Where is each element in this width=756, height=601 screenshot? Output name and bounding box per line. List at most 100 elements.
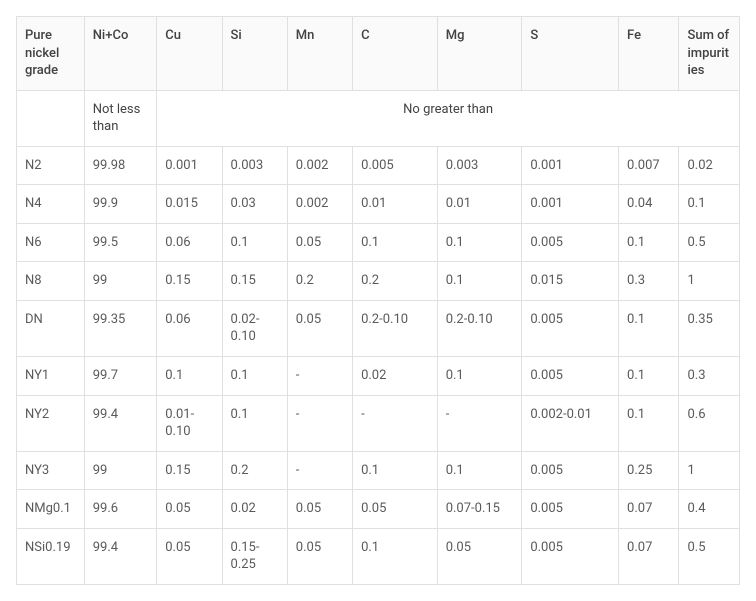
cell: N2 [17, 146, 85, 185]
table-row: N499.90.0150.030.0020.010.010.0010.040.1 [17, 185, 740, 224]
table-row: N699.50.060.10.050.10.10.0050.10.5 [17, 223, 740, 262]
cell: N4 [17, 185, 85, 224]
cell: 0.01 [437, 185, 522, 224]
cell: 99.9 [84, 185, 157, 224]
cell: 0.6 [679, 395, 740, 451]
cell: 0.2-0.10 [353, 300, 438, 356]
table-row: NMg0.199.60.050.020.050.050.07-0.150.005… [17, 490, 740, 529]
cell: 0.005 [522, 300, 619, 356]
cell: DN [17, 300, 85, 356]
cell: 0.1 [619, 395, 679, 451]
cell: 1 [679, 262, 740, 301]
cell: 0.005 [353, 146, 438, 185]
cell: 0.003 [222, 146, 287, 185]
col-header: Ni+Co [84, 17, 157, 91]
col-header: Si [222, 17, 287, 91]
col-header: Mn [287, 17, 352, 91]
cell: 0.02 [679, 146, 740, 185]
cell: 0.4 [679, 490, 740, 529]
cell: 0.3 [679, 357, 740, 396]
cell: 0.06 [157, 223, 222, 262]
cell: 0.007 [619, 146, 679, 185]
table-body: Not less than No greater than N299.980.0… [17, 90, 740, 584]
cell: - [287, 357, 352, 396]
table-row: NY199.70.10.1-0.020.10.0050.10.3 [17, 357, 740, 396]
table-head: Pure nickel grade Ni+Co Cu Si Mn C Mg S … [17, 17, 740, 91]
cell: 99.35 [84, 300, 157, 356]
cell: 0.001 [157, 146, 222, 185]
cell: 0.1 [157, 357, 222, 396]
cell: 0.15 [157, 451, 222, 490]
cell: 0.001 [522, 185, 619, 224]
cell-no-greater-than: No greater than [157, 90, 740, 146]
cell: 0.2-0.10 [437, 300, 522, 356]
cell: 0.1 [437, 357, 522, 396]
cell: 0.1 [619, 300, 679, 356]
cell: 0.02 [353, 357, 438, 396]
col-header: Fe [619, 17, 679, 91]
cell: 0.15 [222, 262, 287, 301]
cell: - [287, 395, 352, 451]
cell: 0.005 [522, 223, 619, 262]
cell: 0.1 [222, 223, 287, 262]
cell: 0.1 [619, 223, 679, 262]
cell: N6 [17, 223, 85, 262]
cell: 0.1 [437, 262, 522, 301]
cell: 0.1 [437, 223, 522, 262]
cell: 99 [84, 451, 157, 490]
cell: 0.005 [522, 451, 619, 490]
cell: 0.2 [222, 451, 287, 490]
col-header: Pure nickel grade [17, 17, 85, 91]
cell: 0.2 [353, 262, 438, 301]
cell: 99.7 [84, 357, 157, 396]
col-header: Sum of impurities [679, 17, 740, 91]
cell: N8 [17, 262, 85, 301]
cell: - [437, 395, 522, 451]
table-row: N8990.150.150.20.20.10.0150.31 [17, 262, 740, 301]
cell: 0.05 [287, 300, 352, 356]
cell: 0.1 [222, 395, 287, 451]
table-row: N299.980.0010.0030.0020.0050.0030.0010.0… [17, 146, 740, 185]
cell: 0.005 [522, 490, 619, 529]
cell: 99 [84, 262, 157, 301]
cell: 0.05 [287, 223, 352, 262]
cell: 0.04 [619, 185, 679, 224]
cell: 0.2 [287, 262, 352, 301]
cell: - [287, 451, 352, 490]
cell-empty [17, 90, 85, 146]
cell: 0.06 [157, 300, 222, 356]
cell: 0.02 [222, 490, 287, 529]
cell: 0.35 [679, 300, 740, 356]
cell: 0.002 [287, 146, 352, 185]
cell: 99.5 [84, 223, 157, 262]
cell: 0.001 [522, 146, 619, 185]
cell: NY2 [17, 395, 85, 451]
table-row: DN99.350.060.02-0.100.050.2-0.100.2-0.10… [17, 300, 740, 356]
cell: NY3 [17, 451, 85, 490]
col-header: C [353, 17, 438, 91]
cell: 0.1 [353, 451, 438, 490]
cell: 99.6 [84, 490, 157, 529]
table-row: NY299.40.01-0.100.1---0.002-0.010.10.6 [17, 395, 740, 451]
cell: 0.1 [222, 357, 287, 396]
cell: 0.1 [437, 451, 522, 490]
cell: 0.02-0.10 [222, 300, 287, 356]
cell: 0.05 [287, 490, 352, 529]
header-row: Pure nickel grade Ni+Co Cu Si Mn C Mg S … [17, 17, 740, 91]
cell: 0.25 [619, 451, 679, 490]
cell: 99.4 [84, 395, 157, 451]
cell: 0.01 [353, 185, 438, 224]
cell: 0.015 [157, 185, 222, 224]
col-header: S [522, 17, 619, 91]
cell: 0.003 [437, 146, 522, 185]
cell: 0.03 [222, 185, 287, 224]
cell: 0.1 [353, 223, 438, 262]
cell: 0.05 [157, 490, 222, 529]
cell: 0.07 [619, 490, 679, 529]
nickel-grades-table: Pure nickel grade Ni+Co Cu Si Mn C Mg S … [16, 16, 740, 585]
cell: 0.002-0.01 [522, 395, 619, 451]
cell: 0.01-0.10 [157, 395, 222, 451]
cell: 0.005 [522, 357, 619, 396]
cell: NY1 [17, 357, 85, 396]
cell: 99.98 [84, 146, 157, 185]
